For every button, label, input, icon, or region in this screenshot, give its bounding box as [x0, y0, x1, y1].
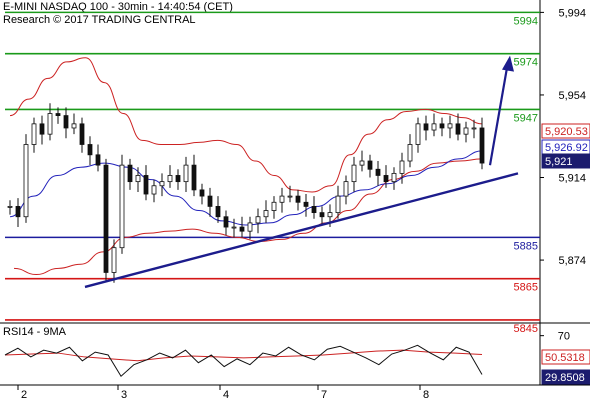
candle-body — [199, 189, 205, 197]
candle-body — [39, 123, 45, 135]
rsi-value-tag-label: 29.8508 — [545, 372, 585, 384]
projection-arrow-head — [502, 55, 514, 72]
level-label-5947: 5947 — [514, 112, 538, 124]
rsi-value-tag-label: 50.5318 — [545, 352, 585, 364]
candle-body — [279, 195, 285, 203]
candle-body — [111, 247, 117, 273]
candle-body — [407, 144, 413, 162]
candle-body — [399, 160, 405, 174]
candle-body — [231, 226, 237, 229]
rsi-line — [4, 344, 483, 378]
candle-body — [479, 127, 485, 164]
x-tick-label: 7 — [321, 389, 327, 400]
candle-body — [447, 123, 453, 129]
candle-body — [103, 164, 109, 273]
level-label-5865: 5865 — [514, 282, 538, 294]
price-tag-box — [541, 153, 590, 169]
level-label-5885: 5885 — [514, 240, 538, 252]
candle-body — [191, 164, 197, 191]
rsi-ma-line — [4, 349, 483, 362]
candle-body — [463, 127, 469, 135]
candle-body — [455, 123, 461, 135]
copyright-text: Research © 2017 TRADING CENTRAL — [3, 14, 196, 26]
candle-body — [375, 168, 381, 176]
level-label-5974: 5974 — [514, 57, 538, 69]
candle-body — [311, 206, 317, 214]
candle-body — [71, 123, 77, 129]
chart-title: E-MINI NASDAQ 100 - 30min - 14:40:54 (CE… — [3, 1, 233, 13]
bollinger-lower-line — [13, 158, 483, 276]
candle-body — [167, 175, 173, 183]
candle-body — [79, 123, 85, 145]
level-label-5845: 5845 — [514, 323, 538, 335]
candle-body — [207, 195, 213, 207]
candle-body — [135, 175, 141, 183]
candle-body — [367, 160, 373, 170]
candle-body — [351, 164, 357, 183]
candle-body — [471, 127, 477, 130]
candle-body — [215, 206, 221, 218]
candle-body — [47, 113, 53, 135]
candle-body — [255, 216, 261, 224]
candle-body — [23, 144, 29, 218]
price-tag-label: 5,921 — [545, 156, 573, 168]
candle-body — [95, 154, 101, 166]
candle-body — [335, 195, 341, 214]
candle-body — [175, 175, 181, 183]
candle-body — [295, 195, 301, 203]
bollinger-upper-line — [9, 57, 483, 193]
candle-body — [247, 222, 253, 232]
candle-body — [303, 201, 309, 207]
candle-body — [87, 144, 93, 156]
candle-body — [7, 206, 13, 208]
candle-body — [319, 212, 325, 218]
candle-body — [423, 123, 429, 131]
price-tag-box — [541, 123, 590, 139]
y-tick-label: 5,954 — [558, 90, 586, 102]
y-tick-label: 5,874 — [558, 255, 586, 267]
candle-body — [391, 172, 397, 183]
candle-body — [343, 181, 349, 197]
candle-body — [31, 123, 37, 145]
y-tick-label: 5,994 — [558, 7, 586, 19]
candle-body — [359, 160, 365, 166]
price-tag-label: 5,926.92 — [545, 142, 588, 154]
rsi-tick-label: 70 — [558, 331, 570, 343]
candle-body — [127, 164, 133, 183]
rsi-value-tag-box — [541, 369, 590, 385]
candle-body — [383, 175, 389, 183]
x-tick-label: 8 — [423, 389, 429, 400]
rsi-title: RSI14 - 9MA — [3, 326, 66, 338]
candle-body — [239, 226, 245, 232]
candle-body — [439, 123, 445, 129]
x-tick-label: 3 — [121, 389, 127, 400]
candle-body — [223, 216, 229, 228]
candle-body — [15, 206, 21, 218]
candle-body — [151, 185, 157, 195]
candle-body — [143, 175, 149, 195]
candle-body — [431, 123, 437, 131]
projection-arrow-shaft — [488, 67, 509, 166]
candle-body — [263, 210, 269, 218]
price-tag-label: 5,920.53 — [545, 126, 588, 138]
y-tick-label: 5,914 — [558, 173, 586, 185]
candle-body — [119, 164, 125, 249]
candle-body — [327, 212, 333, 218]
x-tick-label: 2 — [21, 389, 27, 400]
rsi-value-tag-box — [541, 349, 590, 365]
trend-line — [84, 172, 519, 289]
candle-body — [183, 164, 189, 183]
candle-body — [63, 115, 69, 129]
moving-average-line — [9, 150, 483, 226]
candle-body — [271, 201, 277, 211]
candle-body — [287, 195, 293, 198]
candle-body — [55, 113, 61, 116]
candle-body — [415, 123, 421, 145]
x-tick-label: 4 — [223, 389, 229, 400]
candle-body — [159, 181, 165, 187]
level-label-5994: 5994 — [514, 15, 538, 27]
